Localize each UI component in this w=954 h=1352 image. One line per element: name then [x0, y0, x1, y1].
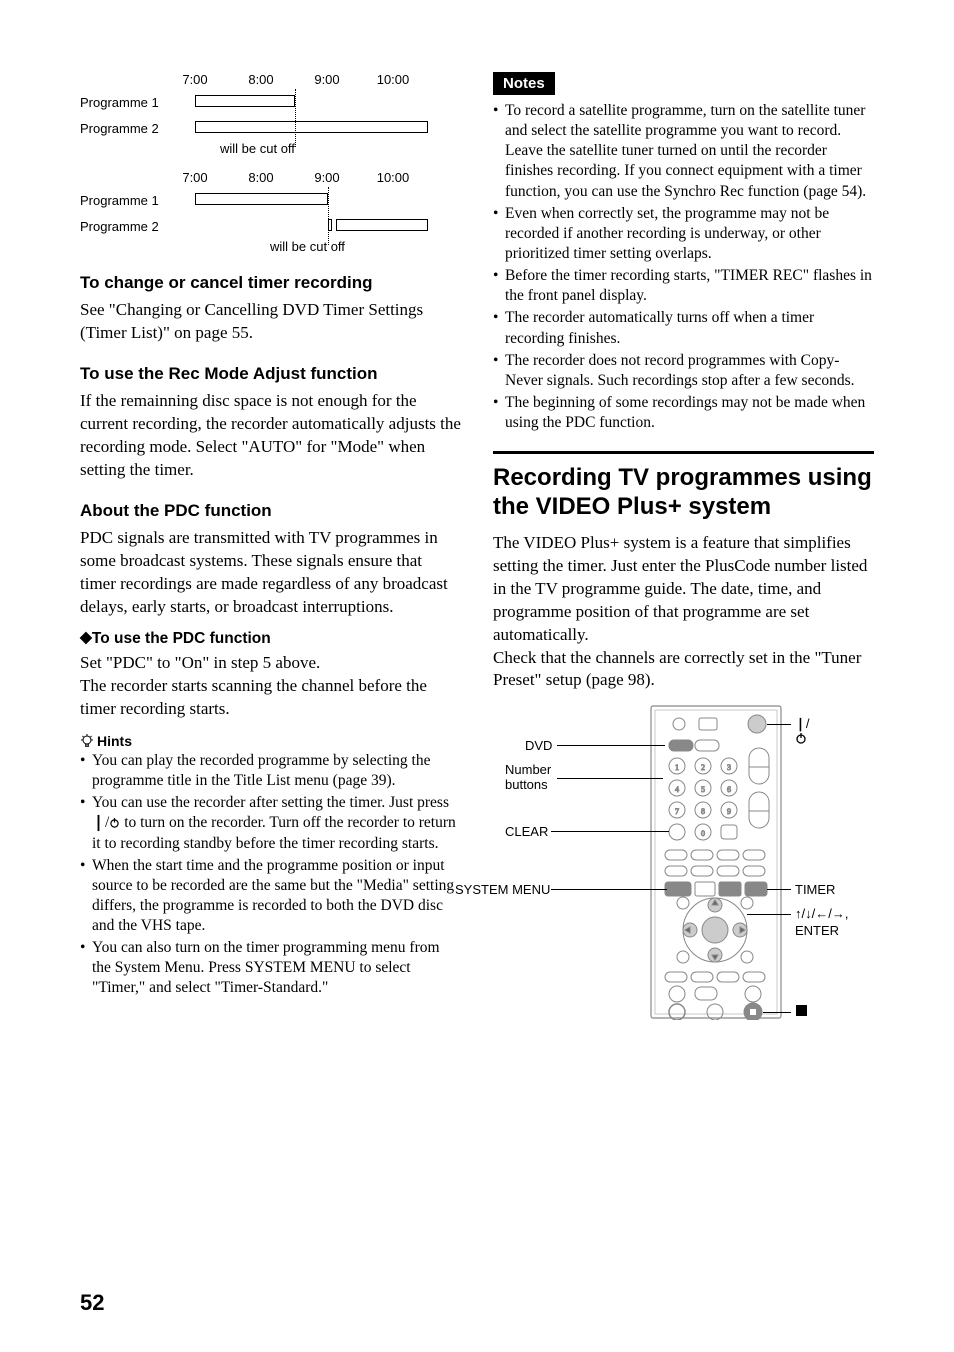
- remote-diagram: 1 2 3 4 5 6 7 8 9 0: [561, 700, 861, 1020]
- programme-bar: [195, 95, 295, 107]
- hints-label: Hints: [97, 733, 132, 749]
- note-item: Before the timer recording starts, "TIME…: [493, 266, 874, 306]
- remote-label-timer: TIMER: [795, 882, 835, 897]
- time-tick: 9:00: [294, 170, 360, 185]
- right-column: Notes To record a satellite programme, t…: [493, 72, 874, 1020]
- timing-chart-2: 7:008:009:0010:00 Programme 1 Programme 2 w…: [80, 170, 461, 254]
- cut-note: will be cut off: [80, 239, 461, 254]
- note-item: Even when correctly set, the programme m…: [493, 204, 874, 264]
- notes-label: Notes: [493, 72, 555, 95]
- power-icon: ❘/: [92, 814, 120, 831]
- hint-item: You can use the recorder after setting t…: [80, 793, 461, 853]
- body-pdc-use: Set "PDC" to "On" in step 5 above. The r…: [80, 652, 461, 721]
- svg-text:4: 4: [675, 785, 679, 794]
- svg-text:7: 7: [675, 807, 679, 816]
- svg-text:2: 2: [701, 763, 705, 772]
- heading-pdc: About the PDC function: [80, 500, 461, 521]
- hint-item: You can play the recorded programme by s…: [80, 751, 461, 791]
- section-divider: [493, 451, 874, 454]
- hint-item: When the start time and the programme po…: [80, 856, 461, 937]
- body-pdc: PDC signals are transmitted with TV prog…: [80, 527, 461, 619]
- remote-label-sysmenu: SYSTEM MENU: [455, 882, 550, 897]
- timing-chart-1: 7:008:009:0010:00 Programme 1 Programme 2 w…: [80, 72, 461, 156]
- time-tick: 9:00: [294, 72, 360, 87]
- heading-change-cancel: To change or cancel timer recording: [80, 272, 461, 293]
- programme-bar: [336, 219, 428, 231]
- svg-text:3: 3: [727, 763, 731, 772]
- remote-label-clear: CLEAR: [505, 824, 548, 839]
- body-recording-tv: The VIDEO Plus+ system is a feature that…: [493, 532, 874, 693]
- heading-recording-tv: Recording TV programmes using the VIDEO …: [493, 464, 874, 522]
- svg-text:5: 5: [701, 785, 705, 794]
- hint-item: You can also turn on the timer programmi…: [80, 938, 461, 998]
- programme-label: Programme 1: [80, 95, 180, 110]
- hints-list: You can play the recorded programme by s…: [80, 751, 461, 999]
- programme-label: Programme 2: [80, 219, 180, 234]
- note-item: The recorder automatically turns off whe…: [493, 308, 874, 348]
- cut-line: [328, 187, 329, 245]
- note-item: To record a satellite programme, turn on…: [493, 101, 874, 202]
- page-number: 52: [80, 1290, 104, 1316]
- svg-text:1: 1: [675, 763, 679, 772]
- programme-label: Programme 1: [80, 193, 180, 208]
- time-tick: 10:00: [360, 72, 426, 87]
- programme-label: Programme 2: [80, 121, 180, 136]
- notes-list: To record a satellite programme, turn on…: [493, 101, 874, 433]
- hints-block: Hints You can play the recorded programm…: [80, 733, 461, 999]
- cut-note: will be cut off: [80, 141, 461, 156]
- time-tick: 7:00: [162, 72, 228, 87]
- remote-label-arrows-enter: ↑/↓/←/→,ENTER: [795, 906, 849, 940]
- note-item: The beginning of some recordings may not…: [493, 393, 874, 433]
- note-item: The recorder does not record programmes …: [493, 351, 874, 391]
- hint-bulb-icon: [80, 734, 94, 748]
- heading-rec-mode: To use the Rec Mode Adjust function: [80, 363, 461, 384]
- remote-label-number: Number buttons: [505, 762, 551, 792]
- svg-text:0: 0: [701, 829, 705, 838]
- time-tick: 8:00: [228, 170, 294, 185]
- time-tick: 8:00: [228, 72, 294, 87]
- svg-text:9: 9: [727, 807, 731, 816]
- svg-text:6: 6: [727, 785, 731, 794]
- programme-bar: [195, 193, 328, 205]
- time-tick: 7:00: [162, 170, 228, 185]
- time-tick: 10:00: [360, 170, 426, 185]
- heading-pdc-use: ◆To use the PDC function: [80, 629, 461, 648]
- body-change-cancel: See "Changing or Cancelling DVD Timer Se…: [80, 299, 461, 345]
- body-rec-mode: If the remainning disc space is not enou…: [80, 390, 461, 482]
- programme-bar: [195, 121, 428, 133]
- remote-label-dvd: DVD: [525, 738, 552, 753]
- left-column: 7:008:009:0010:00Programme 1Programme 2w…: [80, 72, 461, 1020]
- remote-label-power: ❘/: [795, 716, 810, 744]
- cut-line: [295, 89, 296, 147]
- remote-label-stop: [795, 1004, 808, 1017]
- svg-text:8: 8: [701, 807, 705, 816]
